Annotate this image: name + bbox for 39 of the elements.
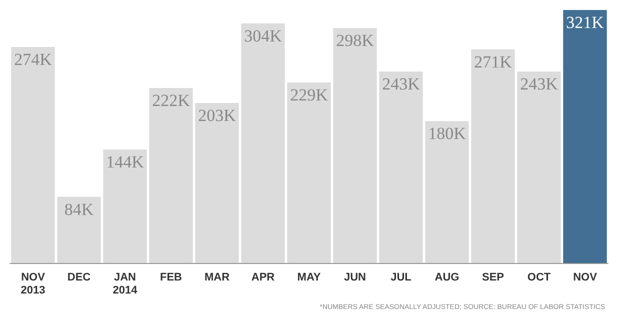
data-label: 274K (14, 50, 53, 70)
data-label: 84K (64, 200, 94, 219)
x-tick-label: APR (251, 272, 275, 284)
data-label: 321K (566, 13, 605, 32)
x-tick-label: NOV (573, 272, 598, 284)
bar (425, 121, 469, 263)
bar (471, 49, 515, 263)
bar (517, 71, 561, 263)
bar (57, 196, 101, 263)
data-label: 144K (106, 152, 145, 172)
x-tick-label: NOV 2013 (20, 272, 46, 296)
data-label: 304K (244, 26, 283, 46)
data-label: 243K (520, 74, 559, 94)
data-label: 229K (290, 86, 329, 105)
bar (241, 23, 285, 263)
x-tick-label: OCT (527, 272, 551, 284)
data-label: 298K (336, 31, 375, 50)
data-label: 180K (428, 124, 467, 144)
data-label: 243K (382, 74, 421, 94)
bar (287, 82, 331, 263)
bar (195, 103, 239, 263)
x-tick-label: MAY (297, 272, 322, 284)
x-tick-label: AUG (434, 272, 460, 284)
data-label: 222K (152, 91, 191, 110)
bar (333, 28, 377, 263)
x-tick-label: JUL (390, 272, 412, 284)
x-tick-label: FEB (160, 272, 182, 284)
x-tick-label: DEC (67, 272, 91, 284)
bar (11, 47, 55, 263)
bar (149, 88, 193, 263)
data-label: 203K (198, 106, 237, 126)
bar (563, 10, 607, 263)
bar (379, 71, 423, 263)
data-label: 271K (474, 52, 513, 72)
bar (103, 150, 147, 263)
x-tick-label: MAR (204, 272, 230, 284)
x-tick-label: JAN 2014 (112, 272, 138, 296)
x-tick-label: SEP (482, 272, 504, 284)
x-tick-label: JUN (344, 272, 366, 284)
